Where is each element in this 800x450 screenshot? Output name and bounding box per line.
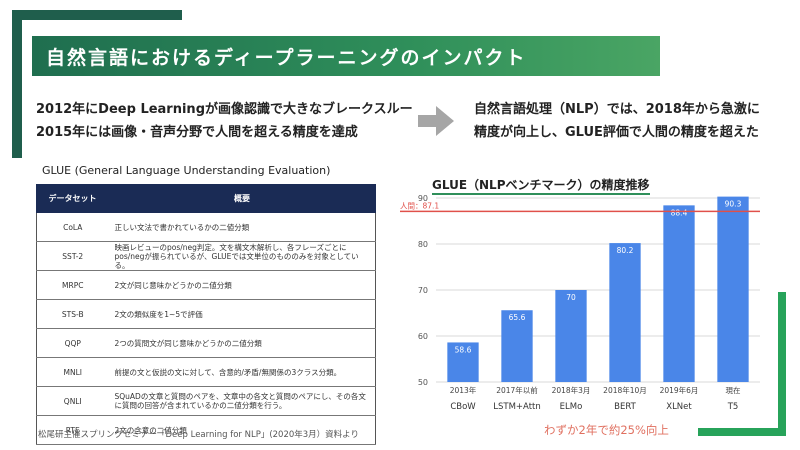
x-date-label: 2017年以前 <box>496 385 538 395</box>
x-category-label: LSTM+Attn <box>493 402 541 412</box>
dataset-summary: 前提の文と仮説の文に対して、含意的/矛盾/無関係の3クラス分類。 <box>108 357 376 387</box>
bar <box>501 310 533 382</box>
y-tick-label: 50 <box>418 378 428 387</box>
dataset-summary: 2文が同じ意味かどうかの二値分類 <box>108 270 376 300</box>
x-date-label: 現在 <box>726 385 741 395</box>
glue-table-caption: GLUE (General Language Understanding Eva… <box>42 164 331 177</box>
table-row: MRPC 2文が同じ意味かどうかの二値分類 <box>36 270 376 300</box>
slide-title: 自然言語におけるディープラーニングのインパクト <box>32 36 660 76</box>
bar-value-label: 70 <box>566 293 576 302</box>
bar <box>663 205 695 382</box>
decor-bracket-bottom-right-vertical <box>778 292 786 436</box>
bar <box>717 196 749 382</box>
table-body: CoLA 正しい文法で書かれているかの二値分類 SST-2 映画レビューのpos/ne… <box>36 212 376 445</box>
bar-value-label: 88.4 <box>671 208 688 217</box>
x-category-label: BERT <box>614 402 636 412</box>
decor-bracket-top-left-horizontal <box>12 10 182 20</box>
result-line-2: 精度が向上し、GLUE評価で人間の精度を超えた <box>474 125 759 140</box>
bar <box>447 342 479 382</box>
table-header-dataset: データセット <box>36 184 109 213</box>
glue-score-bar-chart: 50 60 70 80 90 58.6 2013年 CBoW 65.6 2017年以前 LSTM+A… <box>400 194 760 412</box>
x-category-label: T5 <box>727 402 739 412</box>
dataset-name: SST-2 <box>36 241 109 271</box>
intro-text: 2012年にDeep Learningが画像認識で大きなブレークスルー 2015… <box>36 98 413 144</box>
dataset-name: MNLI <box>36 357 109 387</box>
x-category-label: XLNet <box>666 402 692 412</box>
table-header-summary: 概要 <box>108 184 376 213</box>
table-row: QNLI SQuADの文章と質問のペアを、文章中の各文と質問のペアにし、その各文に… <box>36 386 376 416</box>
improvement-footnote: わずか2年で約25%向上 <box>544 423 669 437</box>
table-row: MNLI 前提の文と仮説の文に対して、含意的/矛盾/無関係の3クラス分類。 <box>36 357 376 387</box>
dataset-summary: SQuADの文章と質問のペアを、文章中の各文と質問のペアにし、その各文に質問の回… <box>108 386 376 416</box>
glue-dataset-table: データセット 概要 CoLA 正しい文法で書かれているかの二値分類 SST-2 映画レ… <box>36 184 376 445</box>
table-row: STS-B 2文の類似度を1~5で評価 <box>36 299 376 329</box>
y-tick-label: 80 <box>418 240 428 249</box>
human-baseline-label: 人間：87.1 <box>400 201 439 210</box>
y-tick-label: 60 <box>418 332 428 341</box>
table-row: SST-2 映画レビューのpos/neg判定。文を構文木解析し、各フレーズごとにp… <box>36 241 376 271</box>
intro-line-1: 2012年にDeep Learningが画像認識で大きなブレークスルー <box>36 102 413 117</box>
chart-title: GLUE（NLPベンチマーク）の精度推移 <box>432 176 650 195</box>
y-tick-label: 70 <box>418 286 428 295</box>
bar <box>555 290 587 382</box>
x-category-label: CBoW <box>450 402 476 412</box>
chart-title-text: GLUE（NLPベンチマーク）の精度推移 <box>432 178 650 195</box>
result-text: 自然言語処理（NLP）では、2018年から急激に 精度が向上し、GLUE評価で人… <box>474 98 760 144</box>
x-date-label: 2019年6月 <box>660 385 699 395</box>
x-date-label: 2013年 <box>450 385 477 395</box>
dataset-summary: 映画レビューのpos/neg判定。文を構文木解析し、各フレーズごとにpos/ne… <box>108 241 376 271</box>
bar-value-label: 58.6 <box>455 345 472 354</box>
table-row: QQP 2つの質問文が同じ意味かどうかの二値分類 <box>36 328 376 358</box>
dataset-name: RTE <box>36 415 109 445</box>
dataset-summary: 正しい文法で書かれているかの二値分類 <box>108 212 376 242</box>
bar-value-label: 80.2 <box>617 246 634 255</box>
decor-bracket-top-left-vertical <box>12 10 22 158</box>
dataset-name: QQP <box>36 328 109 358</box>
dataset-name: CoLA <box>36 212 109 242</box>
table-header-row: データセット 概要 <box>36 184 376 213</box>
source-citation: 松尾研主催スプリングセミナー「Deep Learning for NLP」(20… <box>38 430 360 440</box>
dataset-summary: 2つの質問文が同じ意味かどうかの二値分類 <box>108 328 376 358</box>
x-date-label: 2018年3月 <box>552 385 591 395</box>
dataset-name: MRPC <box>36 270 109 300</box>
dataset-summary: 2文の類似度を1~5で評価 <box>108 299 376 329</box>
bar-value-label: 65.6 <box>509 313 526 322</box>
bar-value-label: 90.3 <box>725 200 742 209</box>
x-date-label: 2018年10月 <box>603 385 647 395</box>
y-tick-label: 90 <box>418 194 428 203</box>
bar <box>609 243 641 382</box>
dataset-name: QNLI <box>36 386 109 416</box>
dataset-name: STS-B <box>36 299 109 329</box>
result-line-1: 自然言語処理（NLP）では、2018年から急激に <box>474 102 760 117</box>
decor-bracket-bottom-right-horizontal <box>698 428 786 436</box>
dataset-summary: 2文の含意の二値分類 <box>108 415 376 445</box>
intro-line-2: 2015年には画像・音声分野で人間を超える精度を達成 <box>36 125 358 140</box>
x-category-label: ELMo <box>560 402 583 412</box>
table-row: CoLA 正しい文法で書かれているかの二値分類 <box>36 212 376 242</box>
right-arrow-icon <box>418 106 454 136</box>
table-row: RTE 2文の含意の二値分類 <box>36 415 376 445</box>
